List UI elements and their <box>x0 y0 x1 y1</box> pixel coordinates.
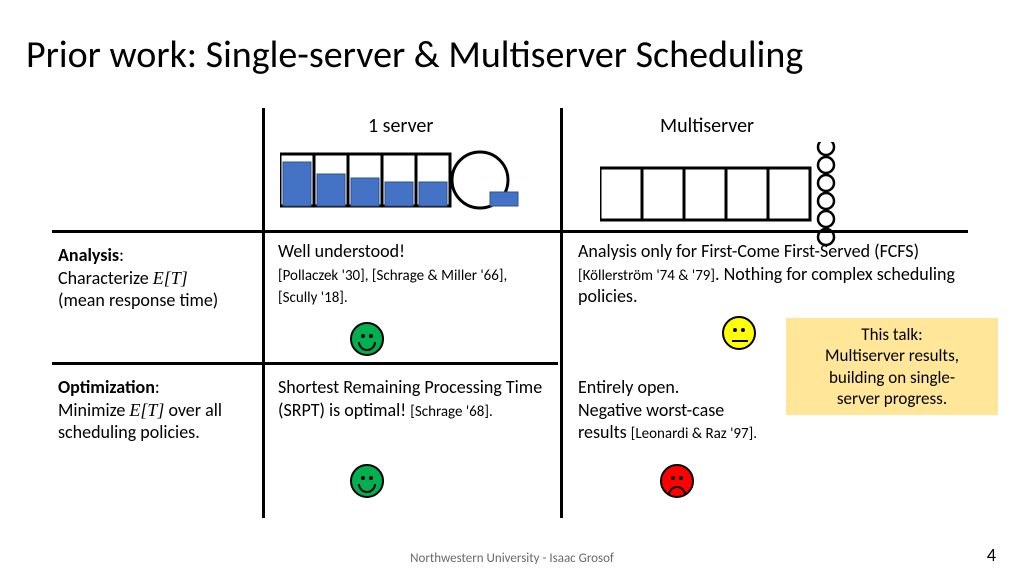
smile-icon <box>350 322 384 356</box>
cell-optim-multi: Entirely open. Negative worst-case resul… <box>578 376 808 444</box>
multiserver-diagram <box>600 142 860 250</box>
col-header-single: 1 server <box>368 114 433 138</box>
col-header-multi: Multiserver <box>660 114 754 138</box>
callout-this-talk: This talk: Multiserver results, building… <box>786 318 998 415</box>
cell-analysis-multi: Analysis only for First-Come First-Serve… <box>578 240 998 308</box>
slide: Prior work: Single-server & Multiserver … <box>0 0 1024 576</box>
hline-mid <box>52 362 558 365</box>
smile-icon-2 <box>350 464 384 498</box>
neutral-icon <box>722 316 756 350</box>
bar-3 <box>385 182 413 206</box>
cell-analysis-single: Well understood! [Pollaczek '30], [Schra… <box>278 240 548 308</box>
row-header-optimization: Optimization: Minimize E[T] over all sch… <box>58 376 258 444</box>
vline-left <box>262 108 265 518</box>
page-number: 4 <box>987 544 996 566</box>
vline-right <box>560 108 563 518</box>
bar-1 <box>317 174 345 206</box>
bar-2 <box>351 178 379 206</box>
bar-4 <box>419 182 447 206</box>
footer-text: Northwestern University - Isaac Grosof <box>0 551 1024 566</box>
single-server-diagram <box>280 142 540 220</box>
slide-title: Prior work: Single-server & Multiserver … <box>26 32 998 78</box>
row-header-analysis: Analysis: Characterize E[T] (mean respon… <box>58 244 258 312</box>
hline-top <box>52 230 968 233</box>
frown-icon <box>660 464 694 498</box>
bar-in-server <box>490 192 518 206</box>
bar-0 <box>283 162 311 206</box>
cell-optim-single: Shortest Remaining Processing Time (SRPT… <box>278 376 558 421</box>
